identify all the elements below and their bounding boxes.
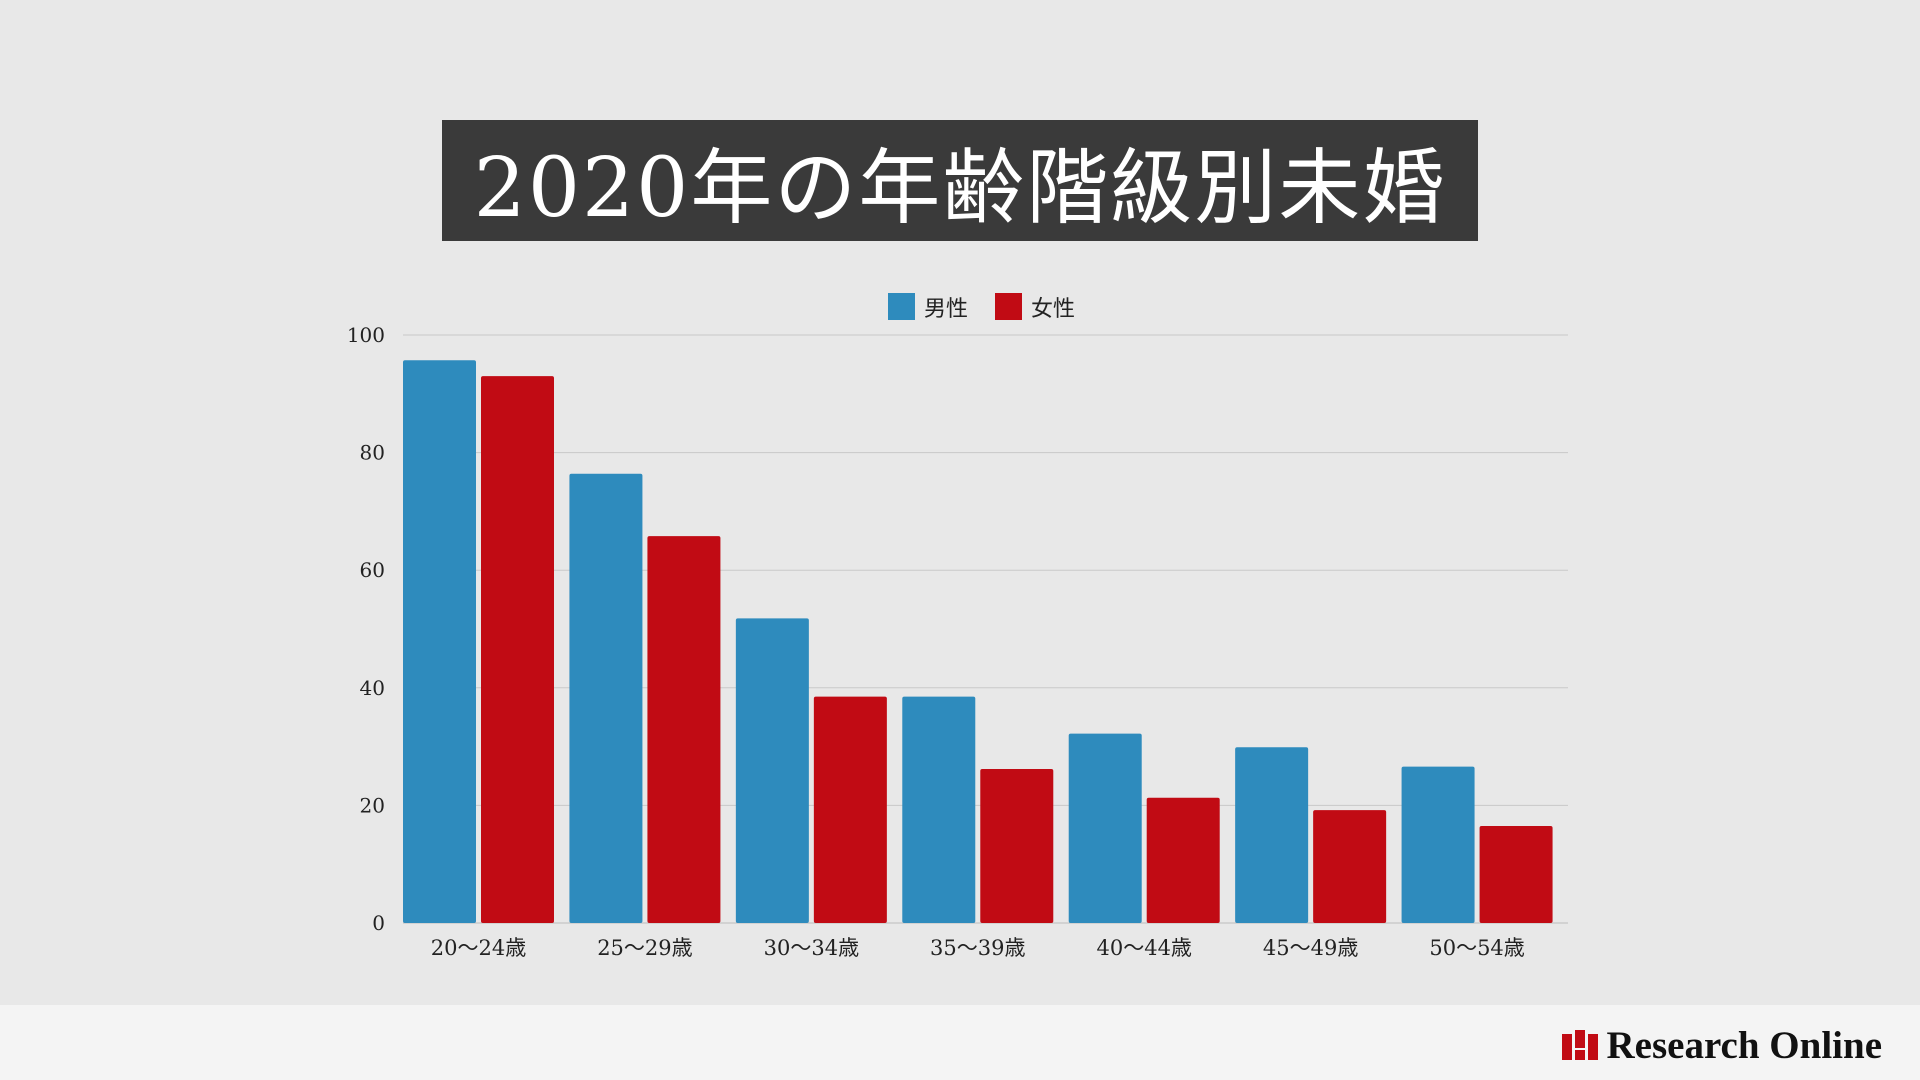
bar-male xyxy=(569,473,643,923)
y-tick-label: 0 xyxy=(372,911,385,935)
legend-swatch xyxy=(888,293,915,320)
x-tick-label: 40～44歳 xyxy=(1096,936,1191,960)
bar-female xyxy=(813,696,887,923)
brand-logo[interactable]: Research Online xyxy=(1562,1023,1882,1067)
bar-chart: 0 20 40 60 80 100 20～24歳 25～29歳 30～34歳 35～39歳 40～… xyxy=(347,293,1568,960)
x-tick-label: 25～29歳 xyxy=(597,936,692,960)
y-tick-label: 20 xyxy=(360,793,385,817)
x-tick-label: 20～24歳 xyxy=(431,936,526,960)
legend-label: 男性 xyxy=(924,297,968,322)
y-tick-label: 80 xyxy=(360,441,385,465)
y-tick-label: 40 xyxy=(360,676,385,700)
bar-female xyxy=(647,536,721,923)
bar-female xyxy=(1146,797,1220,923)
y-tick-label: 100 xyxy=(347,323,385,347)
footer: Research Online xyxy=(0,1005,1920,1080)
bar-male xyxy=(902,696,976,923)
bar-female xyxy=(481,376,554,923)
y-tick-label: 60 xyxy=(360,558,385,582)
legend-swatch xyxy=(995,293,1022,320)
legend-label: 女性 xyxy=(1031,297,1075,322)
bar-male xyxy=(1068,733,1142,923)
x-tick-label: 35～39歳 xyxy=(930,936,1025,960)
bar-male xyxy=(403,360,476,923)
x-tick-label: 30～34歳 xyxy=(764,936,859,960)
x-tick-label: 50～54歳 xyxy=(1429,936,1524,960)
chart-title: 2020年の年齢階級別未婚 xyxy=(442,120,1478,241)
brand-mark-icon xyxy=(1562,1030,1599,1060)
bar-male xyxy=(1401,766,1475,923)
bar-male xyxy=(735,618,809,923)
bar-female xyxy=(1479,825,1553,923)
bar-female xyxy=(1313,810,1387,923)
brand-name: Research Online xyxy=(1606,1023,1882,1067)
y-axis-ticks: 0 20 40 60 80 100 xyxy=(347,323,385,935)
bar-male xyxy=(1235,747,1309,923)
legend: 男性 女性 xyxy=(888,293,1075,322)
x-axis-ticks: 20～24歳 25～29歳 30～34歳 35～39歳 40～44歳 45～49歳 50～5… xyxy=(431,936,1525,960)
bar-female xyxy=(980,768,1054,923)
bars xyxy=(403,360,1553,923)
x-tick-label: 45～49歳 xyxy=(1263,936,1358,960)
